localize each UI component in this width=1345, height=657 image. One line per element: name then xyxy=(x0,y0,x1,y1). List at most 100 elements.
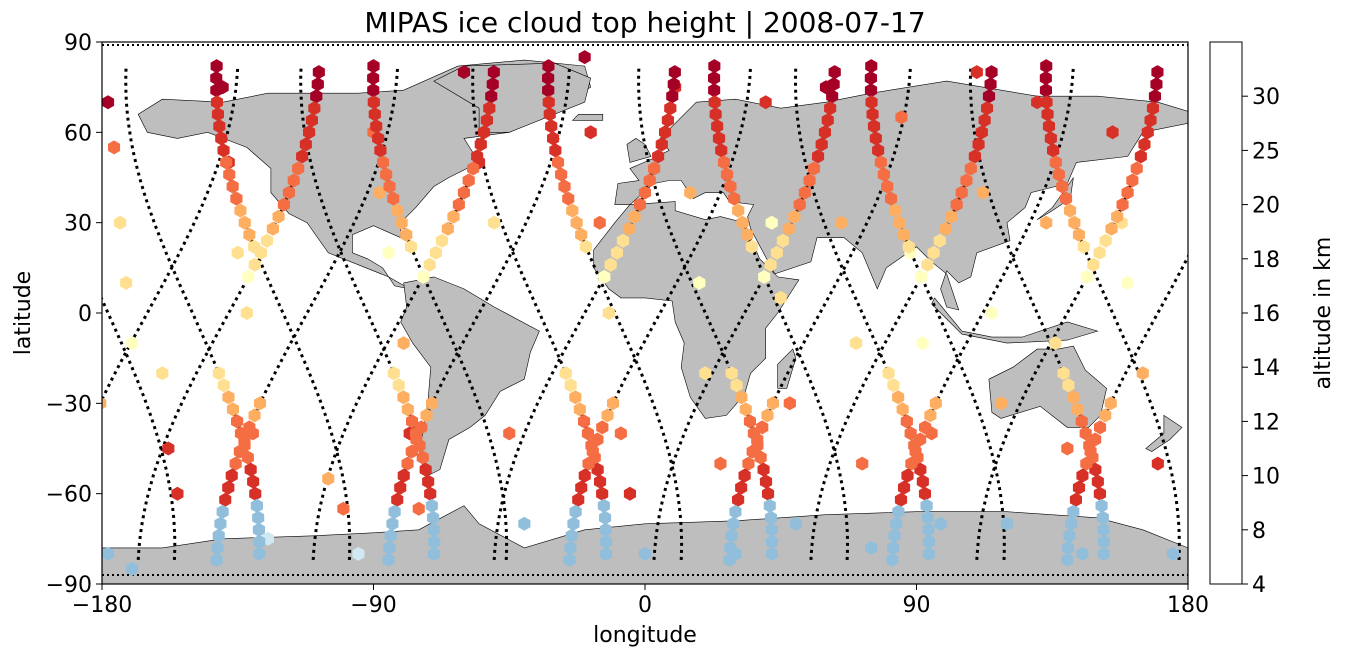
cloud-point xyxy=(1093,486,1106,501)
colorbar-tick-label: 30 xyxy=(1252,85,1280,110)
cloud-point xyxy=(919,420,932,435)
cloud-point xyxy=(815,137,828,152)
cloud-point xyxy=(1059,191,1073,206)
cloud-point xyxy=(968,149,981,164)
cloud-point xyxy=(217,143,230,158)
cloud-point xyxy=(406,414,419,429)
cloud-point xyxy=(120,275,133,290)
cloud-point xyxy=(1040,215,1053,230)
y-tick-label: −90 xyxy=(46,573,92,598)
cloud-point xyxy=(417,269,430,284)
cloud-point xyxy=(729,504,742,519)
cloud-point xyxy=(210,83,223,98)
cloud-point xyxy=(415,420,428,435)
cloud-point xyxy=(730,378,743,393)
cloud-point xyxy=(238,432,251,447)
cloud-point xyxy=(441,221,454,236)
cloud-point xyxy=(231,414,244,429)
cloud-point xyxy=(894,492,908,507)
colorbar-tick-label: 8 xyxy=(1252,519,1266,544)
y-tick-label: −60 xyxy=(46,483,92,508)
cloud-point xyxy=(108,140,121,155)
cloud-point xyxy=(964,161,977,176)
cloud-point xyxy=(922,522,935,537)
cloud-point xyxy=(714,456,727,471)
cloud-point xyxy=(503,426,516,441)
cloud-point xyxy=(1076,546,1089,561)
cloud-point xyxy=(216,504,229,519)
colorbar-tick-label: 10 xyxy=(1252,465,1280,490)
cloud-point xyxy=(380,167,393,182)
cloud-point xyxy=(738,468,751,483)
cloud-point xyxy=(902,239,915,254)
cloud-point xyxy=(1097,522,1110,537)
cloud-point xyxy=(602,306,615,320)
chart-title: MIPAS ice cloud top height | 2008-07-17 xyxy=(364,6,925,39)
cloud-point xyxy=(435,233,449,248)
cloud-point xyxy=(563,552,576,567)
cloud-point xyxy=(584,125,597,140)
cloud-point xyxy=(74,445,86,459)
cloud-point xyxy=(230,191,243,206)
cloud-point xyxy=(598,269,611,284)
land-new-zealand xyxy=(1145,414,1183,452)
cloud-point xyxy=(48,168,60,182)
cloud-point xyxy=(1093,245,1106,260)
cloud-point xyxy=(126,561,139,576)
cloud-point xyxy=(367,83,380,98)
cloud-point xyxy=(745,239,758,254)
cloud-point xyxy=(600,546,613,561)
y-axis: 90 60 30 0 −30 −60 −90 xyxy=(46,31,102,598)
cloud-point xyxy=(474,137,487,152)
cloud-point xyxy=(428,534,441,549)
cloud-point xyxy=(368,107,381,122)
cloud-point xyxy=(213,119,226,134)
cloud-point xyxy=(882,366,895,381)
cloud-point xyxy=(586,444,599,459)
cloud-point xyxy=(827,77,840,92)
cloud-point xyxy=(287,173,300,188)
cloud-point xyxy=(582,456,595,471)
cloud-point xyxy=(578,414,591,429)
cloud-point xyxy=(382,245,395,260)
cloud-point xyxy=(1039,71,1052,86)
colorbar-tick-label: 25 xyxy=(1252,139,1280,164)
x-tick-label: 90 xyxy=(903,593,931,618)
cloud-point xyxy=(555,167,568,182)
cloud-point xyxy=(1062,378,1075,393)
cloud-point xyxy=(1069,492,1082,507)
cloud-point xyxy=(220,155,233,170)
cloud-point xyxy=(892,504,905,519)
cloud-point xyxy=(452,197,465,212)
cloud-point xyxy=(756,420,769,435)
cloud-point xyxy=(865,95,878,110)
land-antarctica xyxy=(102,505,1188,584)
cloud-point xyxy=(885,191,898,206)
track-layer xyxy=(102,44,1188,576)
cloud-point xyxy=(735,480,748,495)
land-madagascar xyxy=(777,348,797,389)
cloud-point xyxy=(1067,390,1080,405)
cloud-point xyxy=(1042,119,1055,134)
cloud-point xyxy=(960,173,973,188)
cloud-point xyxy=(240,306,253,320)
cloud-point xyxy=(83,420,95,434)
cloud-point xyxy=(736,215,749,230)
colorbar-tick-label: 20 xyxy=(1252,194,1280,219)
cloud-point xyxy=(1068,215,1081,230)
cloud-point xyxy=(367,95,380,110)
land-british-isles xyxy=(626,138,652,163)
cloud-point xyxy=(410,432,423,447)
cloud-point xyxy=(55,517,67,531)
cloud-point xyxy=(1077,239,1090,254)
cloud-point xyxy=(759,95,772,110)
cloud-point xyxy=(478,125,491,140)
cloud-point xyxy=(1166,546,1179,561)
cloud-point xyxy=(661,113,674,128)
cloud-point xyxy=(543,107,556,122)
cloud-point xyxy=(102,397,107,410)
cloud-point xyxy=(457,65,471,80)
x-axis-label: longitude xyxy=(593,623,697,648)
cloud-point xyxy=(373,185,386,200)
cloud-point xyxy=(743,414,756,429)
